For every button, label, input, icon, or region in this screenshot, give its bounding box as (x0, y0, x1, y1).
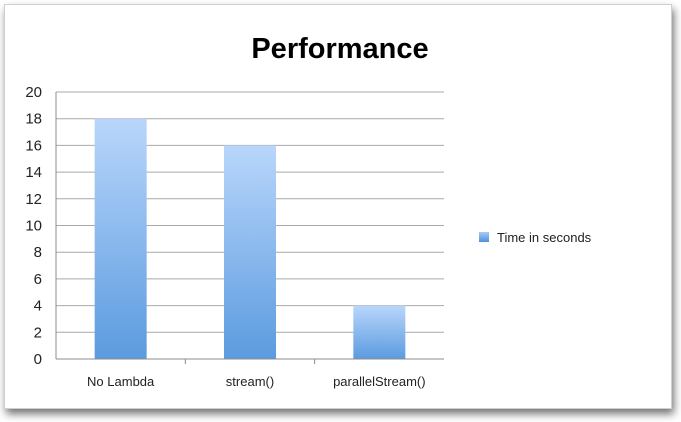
y-tick-label: 16 (25, 137, 42, 154)
y-tick-label: 4 (34, 298, 42, 315)
y-tick-label: 10 (25, 218, 42, 235)
legend-label: Time in seconds (497, 230, 592, 245)
y-tick-label: 0 (34, 351, 42, 368)
x-tick-label: No Lambda (87, 374, 155, 389)
legend-swatch (479, 232, 489, 242)
chart-title: Performance (251, 33, 428, 65)
bar-no-lambda (94, 118, 147, 359)
bar-stream (224, 145, 276, 359)
x-tick-label: stream() (226, 374, 274, 389)
bar-parallelstream (353, 305, 406, 359)
y-tick-label: 20 (25, 84, 42, 101)
x-tick-label: parallelStream() (333, 374, 425, 389)
y-tick-label: 18 (25, 111, 42, 128)
y-tick-label: 12 (25, 191, 42, 208)
y-tick-label: 6 (34, 271, 42, 288)
y-tick-label: 8 (34, 244, 42, 261)
y-tick-label: 14 (25, 164, 42, 181)
y-tick-label: 2 (34, 324, 42, 341)
